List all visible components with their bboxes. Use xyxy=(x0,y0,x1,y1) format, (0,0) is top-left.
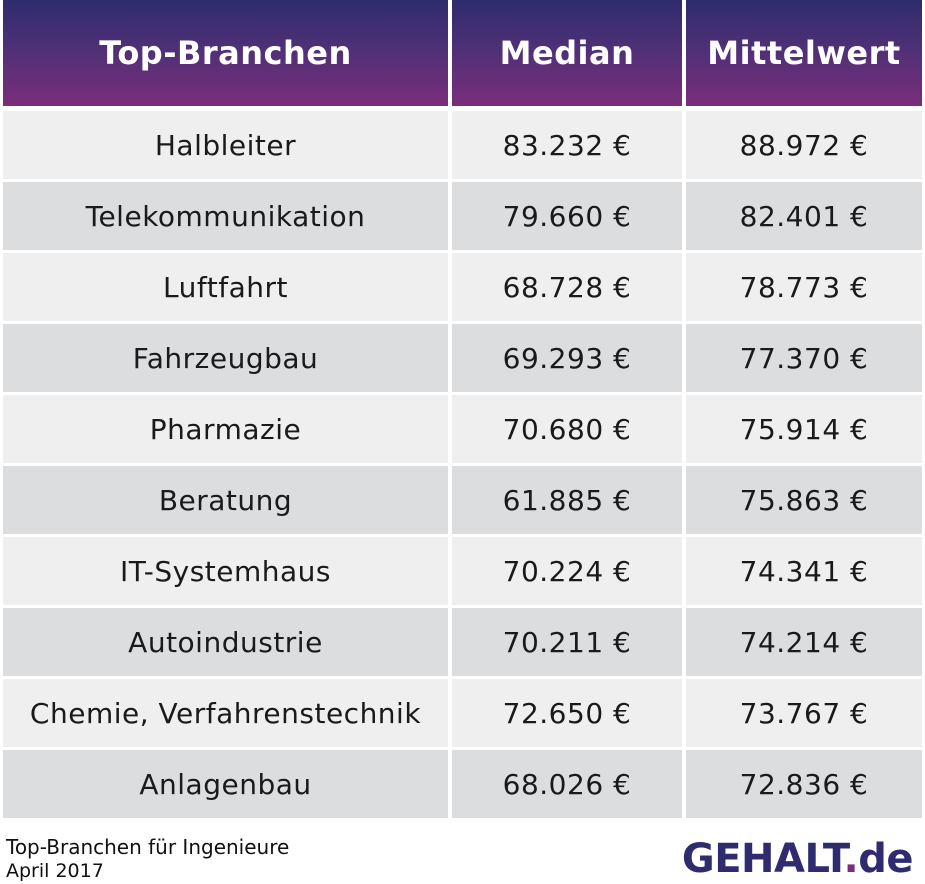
cell-median: 61.885 € xyxy=(452,466,682,534)
table-row: Anlagenbau 68.026 €72.836 € xyxy=(0,750,925,818)
cell-branche: Halbleiter xyxy=(3,111,448,179)
caption-date: April 2017 xyxy=(6,860,104,882)
cell-median: 70.211 € xyxy=(452,608,682,676)
cell-mittelwert: 74.214 € xyxy=(686,608,922,676)
cell-mittelwert: 72.836 € xyxy=(686,750,922,818)
logo-main: GEHALT xyxy=(681,836,844,882)
cell-branche: Telekommunikation xyxy=(3,182,448,250)
cell-branche: Fahrzeugbau xyxy=(3,324,448,392)
cell-median: 68.728 € xyxy=(452,253,682,321)
cell-branche: Luftfahrt xyxy=(3,253,448,321)
cell-mittelwert: 74.341 € xyxy=(686,537,922,605)
cell-median: 79.660 € xyxy=(452,182,682,250)
cell-median: 68.026 € xyxy=(452,750,682,818)
table-header: Top-Branchen Median Mittelwert xyxy=(0,0,925,106)
cell-branche: Chemie, Verfahrenstechnik xyxy=(3,679,448,747)
caption-text: Top-Branchen für Ingenieure xyxy=(6,835,290,859)
table-row: Beratung 61.885 €75.863 € xyxy=(0,466,925,534)
header-branche: Top-Branchen xyxy=(3,0,448,106)
table-row: Telekommunikation 79.660 €82.401 € xyxy=(0,182,925,250)
table-row: Chemie, Verfahrenstechnik 72.650 €73.767 … xyxy=(0,679,925,747)
cell-mittelwert: 88.972 € xyxy=(686,111,922,179)
cell-median: 70.224 € xyxy=(452,537,682,605)
cell-branche: Autoindustrie xyxy=(3,608,448,676)
cell-median: 72.650 € xyxy=(452,679,682,747)
footer-caption: Top-Branchen für Ingenieure April 2017 xyxy=(6,834,289,882)
cell-mittelwert: 73.767 € xyxy=(686,679,922,747)
cell-mittelwert: 75.914 € xyxy=(686,395,922,463)
table-row: Luftfahrt 68.728 €78.773 € xyxy=(0,253,925,321)
header-mittelwert: Mittelwert xyxy=(686,0,922,106)
table-row: Autoindustrie 70.211 €74.214 € xyxy=(0,608,925,676)
cell-branche: Beratung xyxy=(3,466,448,534)
logo-dot: . xyxy=(843,836,859,882)
cell-median: 70.680 € xyxy=(452,395,682,463)
table-row: IT-Systemhaus 70.224 €74.341 € xyxy=(0,537,925,605)
cell-branche: Pharmazie xyxy=(3,395,448,463)
logo-tld: de xyxy=(858,836,913,882)
cell-mittelwert: 77.370 € xyxy=(686,324,922,392)
cell-median: 69.293 € xyxy=(452,324,682,392)
cell-branche: Anlagenbau xyxy=(3,750,448,818)
cell-mittelwert: 82.401 € xyxy=(686,182,922,250)
cell-mittelwert: 78.773 € xyxy=(686,253,922,321)
table-row: Pharmazie 70.680 €75.914 € xyxy=(0,395,925,463)
gehalt-logo: GEHALT.de xyxy=(681,836,914,882)
table-row: Fahrzeugbau 69.293 €77.370 € xyxy=(0,324,925,392)
header-median: Median xyxy=(452,0,682,106)
table-row: Halbleiter 83.232 €88.972 € xyxy=(0,111,925,179)
cell-median: 83.232 € xyxy=(452,111,682,179)
cell-mittelwert: 75.863 € xyxy=(686,466,922,534)
cell-branche: IT-Systemhaus xyxy=(3,537,448,605)
